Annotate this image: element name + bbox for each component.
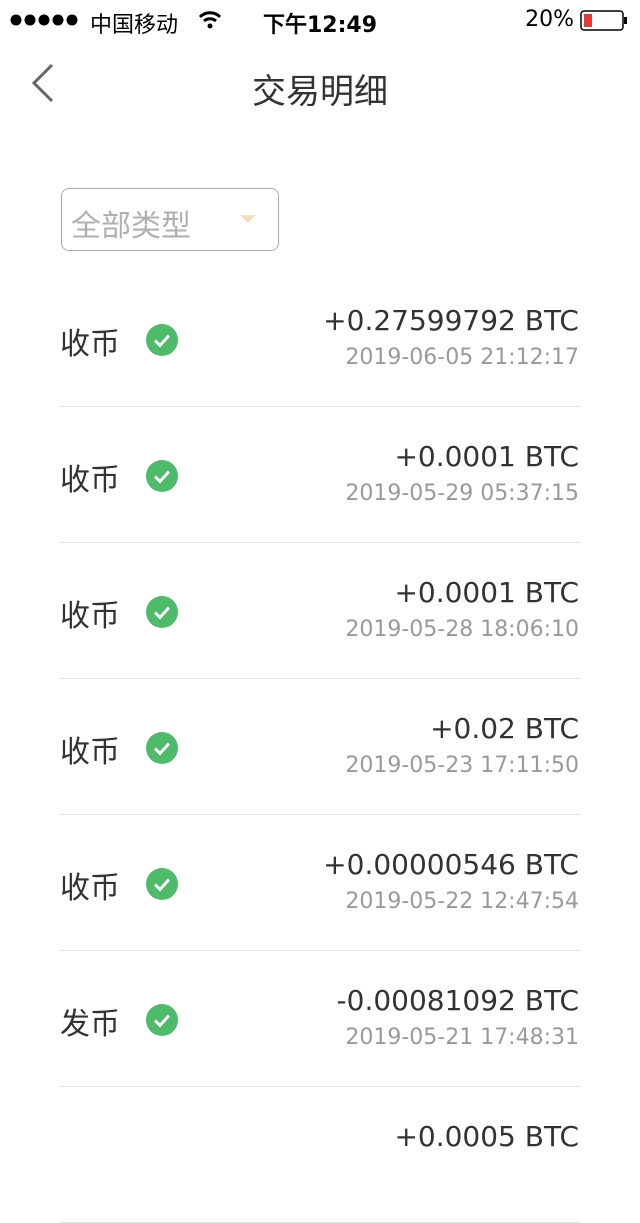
back-button[interactable] — [28, 62, 58, 104]
status-check — [146, 324, 178, 360]
transaction-type: 收币 — [60, 463, 120, 498]
transaction-row[interactable]: 收币 +0.00000546 BTC 2019-05-22 12:47:54 — [0, 815, 640, 951]
clock: 下午12:49 — [262, 13, 378, 38]
transaction-amount: -0.00081092 BTC — [336, 984, 579, 1017]
transaction-row[interactable]: 收币 +0.27599792 BTC 2019-06-05 21:12:17 — [0, 271, 640, 407]
transaction-amount: +0.02 BTC — [430, 712, 579, 745]
transaction-row[interactable]: 收币 +0.0001 BTC 2019-05-29 05:37:15 — [0, 407, 640, 543]
status-check — [146, 868, 178, 904]
type-filter[interactable]: 全部类型 — [61, 188, 279, 251]
transaction-row[interactable]: 收币 +0.0001 BTC 2019-05-28 18:06:10 — [0, 543, 640, 679]
row-divider — [60, 1086, 580, 1087]
page-title: 交易明细 — [252, 72, 388, 112]
transaction-time: 2019-06-05 21:12:17 — [345, 345, 579, 370]
transaction-type: 收币 — [60, 599, 120, 634]
transaction-amount: +0.0001 BTC — [394, 576, 579, 609]
row-divider — [60, 814, 580, 815]
transaction-type: 发币 — [60, 1007, 120, 1042]
transaction-row[interactable]: +0.0005 BTC — [0, 1087, 640, 1223]
battery-icon — [580, 10, 627, 31]
status-check — [146, 1004, 178, 1040]
transaction-amount: +0.27599792 BTC — [323, 304, 579, 337]
status-check — [146, 596, 178, 632]
transaction-time: 2019-05-23 17:11:50 — [345, 753, 579, 778]
status-bar: 中国移动 下午12:49 20% — [0, 0, 640, 40]
transaction-time: 2019-05-29 05:37:15 — [345, 481, 579, 506]
battery-percent: 20% — [525, 7, 574, 32]
transaction-time: 2019-05-28 18:06:10 — [345, 617, 579, 642]
transaction-amount: +0.00000546 BTC — [323, 848, 579, 881]
status-check — [146, 460, 178, 496]
transaction-row[interactable]: 收币 +0.02 BTC 2019-05-23 17:11:50 — [0, 679, 640, 815]
transaction-amount: +0.0005 BTC — [394, 1120, 579, 1153]
transaction-type: 收币 — [60, 327, 120, 362]
transaction-type: 收币 — [60, 871, 120, 906]
row-divider — [60, 542, 580, 543]
row-divider — [60, 678, 580, 679]
transaction-row[interactable]: 发币 -0.00081092 BTC 2019-05-21 17:48:31 — [0, 951, 640, 1087]
dropdown-arrow — [240, 215, 256, 223]
wifi-icon — [198, 11, 222, 29]
transaction-time: 2019-05-21 17:48:31 — [345, 1025, 579, 1050]
row-divider — [60, 406, 580, 407]
row-divider — [60, 950, 580, 951]
filter-label: 全部类型 — [71, 209, 191, 244]
transaction-amount: +0.0001 BTC — [394, 440, 579, 473]
signal — [10, 14, 78, 26]
transaction-type: 收币 — [60, 735, 120, 770]
carrier: 中国移动 — [90, 13, 179, 38]
transaction-time: 2019-05-22 12:47:54 — [345, 889, 579, 914]
status-check — [146, 732, 178, 768]
